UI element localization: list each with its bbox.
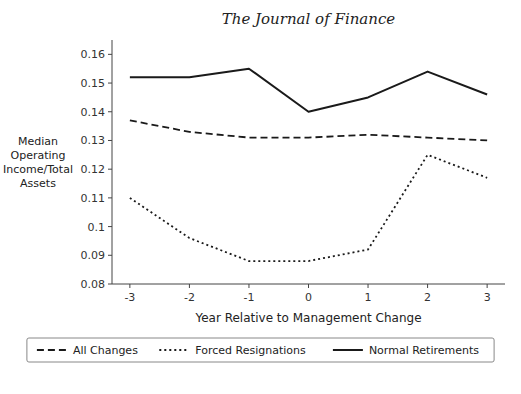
legend-label: Normal Retirements <box>369 344 479 357</box>
y-axis-label-line: Income/Total <box>3 163 73 176</box>
legend: All Changes Forced Resignations Normal Ret… <box>27 338 494 362</box>
title: The Journal of Finance <box>222 10 396 28</box>
y-tick-label: 0.13 <box>81 134 106 147</box>
legend-label: Forced Resignations <box>195 344 306 357</box>
x-tick <box>427 284 428 288</box>
x-tick <box>308 284 309 288</box>
line <box>130 155 487 261</box>
y-tick <box>108 226 112 227</box>
y-axis-label: MedianOperatingIncome/TotalAssets <box>3 135 73 190</box>
line <box>130 120 487 140</box>
y-tick-label: 0.12 <box>81 163 106 176</box>
y-tick-label: 0.15 <box>81 77 106 90</box>
y-tick-label: 0.09 <box>81 249 106 262</box>
y-tick <box>108 83 112 84</box>
y-tick <box>108 54 112 55</box>
y-axis-line <box>112 40 113 284</box>
y-tick <box>108 255 112 256</box>
y-axis-label-line: Operating <box>11 149 66 162</box>
x-tick-label: 1 <box>365 291 372 304</box>
y-tick-label: 0.1 <box>88 221 106 234</box>
x-tick-label: -1 <box>243 291 254 304</box>
y-tick-label: 0.11 <box>81 192 106 205</box>
x-tick <box>189 284 190 288</box>
y-tick-label: 0.16 <box>81 48 106 61</box>
legend-swatch <box>37 349 67 351</box>
y-axis-label-line: Median <box>18 135 58 148</box>
x-tick-label: 3 <box>484 291 491 304</box>
legend-swatch <box>159 349 189 351</box>
x-tick-label: 2 <box>424 291 431 304</box>
y-tick <box>108 111 112 112</box>
x-axis-label: Year Relative to Management Change <box>194 311 421 325</box>
y-tick <box>108 284 112 285</box>
y-tick-label: 0.14 <box>81 106 106 119</box>
legend-label: All Changes <box>73 344 138 357</box>
plot-area <box>130 69 487 261</box>
y-tick <box>108 140 112 141</box>
legend-box <box>27 338 494 362</box>
y-tick-label: 0.08 <box>81 278 106 291</box>
x-tick <box>368 284 369 288</box>
chart: The Journal of Finance -3 -2 -1 0 1 2 3 0.08 0.09… <box>0 0 521 394</box>
y-axis-label-line: Assets <box>20 177 56 190</box>
x-tick-label: 0 <box>305 291 312 304</box>
legend-swatch <box>333 349 363 351</box>
x-tick-label: -3 <box>124 291 135 304</box>
x-tick <box>248 284 249 288</box>
y-tick <box>108 169 112 170</box>
x-tick-label: -2 <box>184 291 195 304</box>
y-tick <box>108 197 112 198</box>
line <box>130 69 487 112</box>
x-tick <box>129 284 130 288</box>
x-tick <box>487 284 488 288</box>
